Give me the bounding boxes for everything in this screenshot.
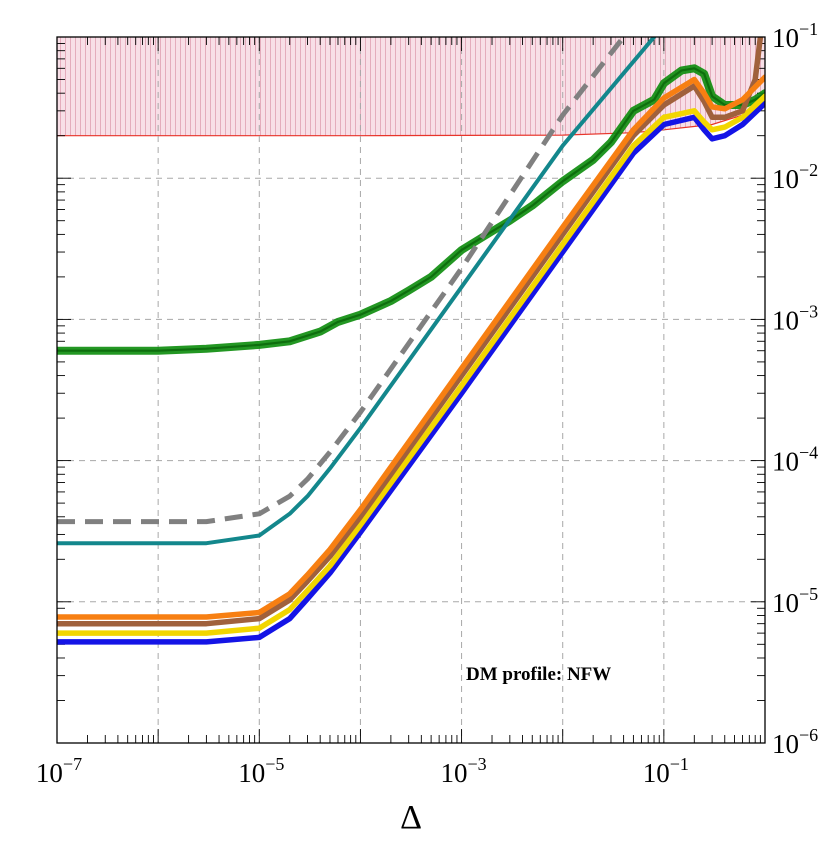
axis-ticks: [56, 37, 765, 744]
excluded-region-hatch: [57, 37, 765, 136]
series-yellow-line: [57, 93, 765, 636]
x-tick-label: 10−1: [643, 754, 689, 788]
y-tick-label: 10−5: [772, 584, 818, 618]
y-tick-label: 10−3: [772, 301, 818, 335]
y-tick-label: 10−6: [772, 725, 818, 759]
y-tick-labels: 10−1 10−2 10−3 10−4 10−5 10−6: [772, 19, 818, 759]
y-tick-label: 10−1: [772, 19, 818, 53]
series-green-center: [57, 67, 765, 352]
plot-frame: [56, 36, 766, 744]
series-brown-line: [57, 37, 764, 627]
series-orange-line: [57, 74, 765, 620]
series-blue-line: [57, 100, 765, 645]
x-tick-label: 10−7: [36, 754, 82, 788]
y-tick-label: 10−4: [772, 443, 818, 477]
series-layer: [57, 37, 765, 645]
excluded-region-group: [57, 37, 765, 137]
x-tick-label: 10−5: [238, 754, 284, 788]
series-gray-dashed-line: [57, 37, 626, 525]
x-axis-title: Δ: [400, 799, 422, 836]
grid: [57, 37, 765, 743]
annotation-dm-profile: DM profile: NFW: [466, 664, 611, 685]
x-tick-label: 10−3: [440, 754, 486, 788]
y-tick-label: 10−2: [772, 160, 818, 194]
x-tick-labels: 10−7 10−5 10−3 10−1: [36, 754, 689, 788]
series-teal-line: [57, 37, 657, 546]
